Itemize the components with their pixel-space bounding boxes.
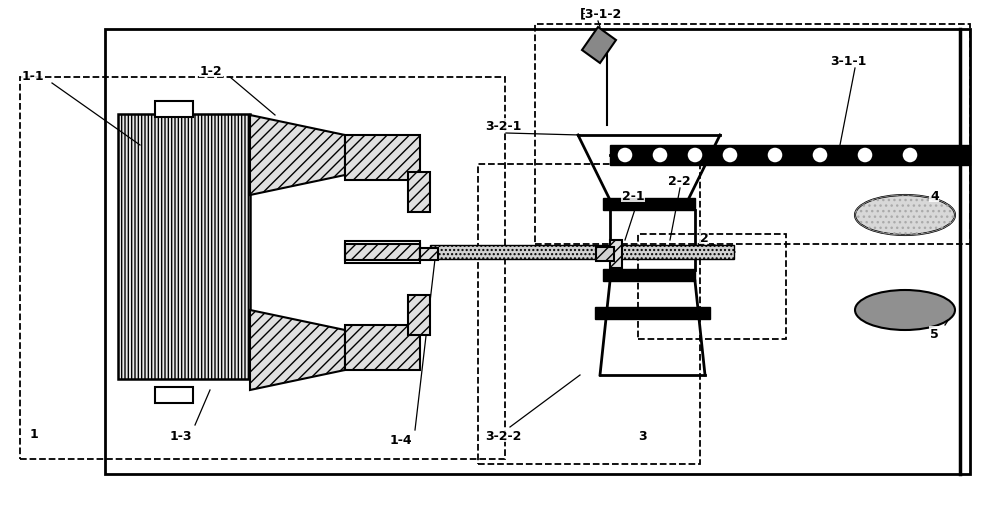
Polygon shape (250, 116, 345, 195)
Bar (603, 198, 695, 211)
Text: 3: 3 (638, 429, 647, 442)
Circle shape (687, 147, 703, 164)
Bar (610, 146, 970, 166)
Bar (20, 78, 505, 459)
Ellipse shape (855, 195, 955, 235)
Circle shape (812, 147, 828, 164)
Bar (420, 248, 438, 261)
Circle shape (902, 147, 918, 164)
Circle shape (767, 147, 783, 164)
Bar (345, 325, 420, 370)
Bar (638, 234, 786, 339)
Circle shape (652, 147, 668, 164)
Bar (408, 173, 430, 213)
Bar (105, 30, 970, 474)
Bar (345, 136, 420, 181)
Bar (595, 308, 710, 319)
Bar (118, 115, 250, 379)
Polygon shape (582, 28, 616, 64)
Text: 1-2: 1-2 (200, 64, 223, 77)
Circle shape (857, 147, 873, 164)
Text: 2: 2 (700, 231, 709, 244)
Text: 3-2-1: 3-2-1 (485, 119, 521, 132)
Bar (430, 245, 615, 260)
Text: 3-1-1: 3-1-1 (830, 55, 866, 67)
Bar (610, 240, 622, 269)
Text: 2-1: 2-1 (622, 189, 645, 202)
Bar (596, 247, 614, 262)
Bar (535, 25, 970, 244)
Text: 1-1: 1-1 (22, 69, 45, 82)
Circle shape (617, 147, 633, 164)
Text: ⁅3-1-2: ⁅3-1-2 (580, 8, 622, 21)
Bar (603, 270, 695, 281)
Ellipse shape (855, 290, 955, 330)
Text: 3-2-2: 3-2-2 (485, 429, 521, 442)
Text: 1-3: 1-3 (170, 429, 193, 442)
Bar (155, 102, 193, 118)
Text: 1-4: 1-4 (390, 434, 413, 446)
Circle shape (722, 147, 738, 164)
Polygon shape (250, 311, 345, 390)
Text: 1: 1 (30, 427, 39, 440)
Text: 4: 4 (930, 189, 939, 202)
Bar (155, 387, 193, 403)
Bar (345, 241, 420, 264)
Bar (408, 295, 430, 335)
Bar (614, 245, 734, 260)
Text: 2-2: 2-2 (668, 174, 691, 187)
Text: 5: 5 (930, 327, 939, 340)
Bar (478, 165, 700, 464)
Bar (345, 244, 420, 261)
